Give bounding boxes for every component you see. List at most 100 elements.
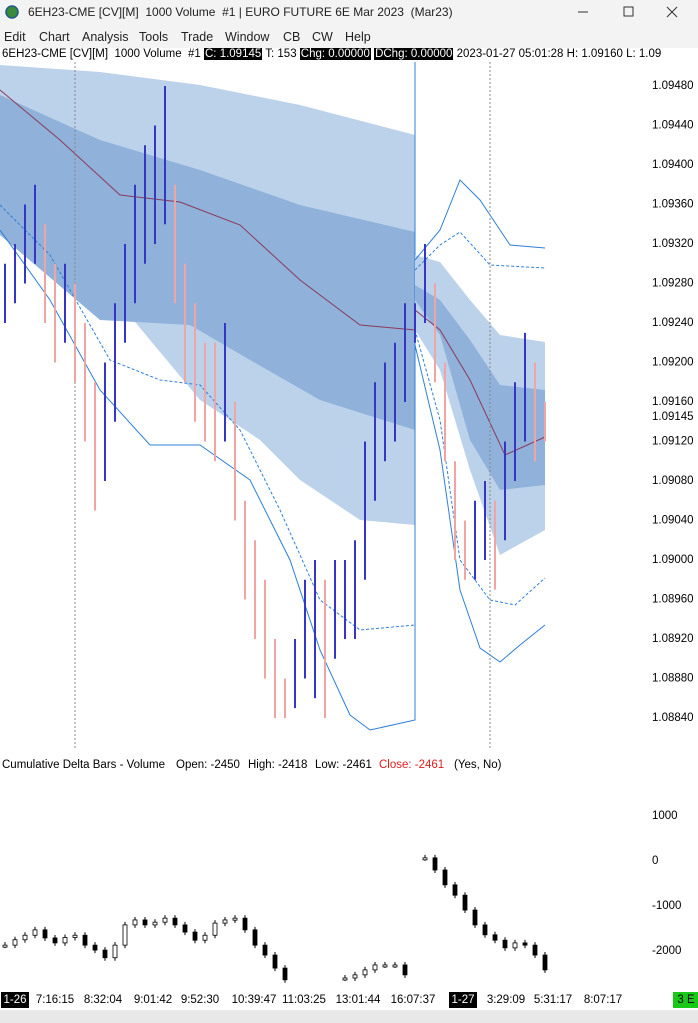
delta-candle <box>192 931 198 941</box>
x-tick-label: 1-26 <box>3 994 26 1006</box>
x-tick-label: 13:01:44 <box>336 994 381 1006</box>
delta-candle <box>492 934 498 941</box>
delta-candle <box>72 934 78 938</box>
delta-candle <box>462 894 468 911</box>
menu-item[interactable]: Analysis <box>82 30 129 44</box>
status-bar <box>0 1010 698 1023</box>
header-symbol: 6EH23-CME [CV][M] 1000 Volume #1 <box>2 48 201 60</box>
y-tick-label: 1.09200 <box>652 357 694 369</box>
delta-candle <box>432 857 438 871</box>
delta-candle <box>342 977 348 981</box>
y-tick-label: 1.09280 <box>652 278 694 290</box>
delta-candle <box>522 942 528 946</box>
chart-header: 6EH23-CME [CV][M] 1000 Volume #1 C: 1.09… <box>2 48 661 63</box>
y-tick-label: 1.08880 <box>652 673 694 685</box>
y-tick-label: 1000 <box>652 810 678 822</box>
indicator-bands <box>0 62 546 750</box>
y-tick-label: 1.08920 <box>652 633 694 645</box>
y-tick-label: 1.08840 <box>652 712 694 724</box>
y-tick-label: 1.09080 <box>652 475 694 487</box>
delta-low: Low: -2461 <box>315 759 372 771</box>
menu-item[interactable]: Chart <box>39 30 70 44</box>
x-tick-label: 7:16:15 <box>36 994 74 1006</box>
delta-open: Open: -2450 <box>176 759 240 771</box>
x-tick-label: 5:31:17 <box>534 994 572 1006</box>
y-tick-label: 1.08960 <box>652 594 694 606</box>
delta-candle <box>472 909 478 926</box>
y-tick-label: 1.09400 <box>652 159 694 171</box>
delta-candle <box>122 924 128 946</box>
x-tick-label: 9:01:42 <box>134 994 172 1006</box>
y-tick-label: 1.09145 <box>652 411 694 423</box>
y-tick-label: -1000 <box>652 900 681 912</box>
delta-candle <box>52 937 58 944</box>
delta-candle <box>42 929 48 939</box>
delta-candle <box>382 964 388 968</box>
x-tick-label: 1-27 <box>451 994 474 1006</box>
delta-candle <box>92 944 98 951</box>
menu-item[interactable]: Help <box>345 30 371 44</box>
delta-candle <box>542 954 548 971</box>
delta-candle <box>202 934 208 941</box>
delta-candle <box>172 917 178 926</box>
y-tick-label: 1.09440 <box>652 120 694 132</box>
delta-candle <box>142 919 148 926</box>
delta-candle <box>222 919 228 924</box>
delta-candle <box>512 942 518 949</box>
menu-item[interactable]: Trade <box>181 30 214 44</box>
x-tick-label: 11:03:25 <box>282 994 326 1006</box>
y-tick-label: 1.09120 <box>652 436 694 448</box>
delta-candle <box>262 944 268 956</box>
delta-candle <box>362 969 368 976</box>
delta-candle <box>102 949 108 959</box>
y-tick-label: 1.09360 <box>652 199 694 211</box>
delta-high: High: -2418 <box>248 759 307 771</box>
delta-candle <box>452 884 458 896</box>
header-change: Chg: 0.00000 <box>299 48 371 60</box>
window-title: 6EH23-CME [CV][M] 1000 Volume #1 | EURO … <box>28 5 453 19</box>
delta-candle <box>282 967 288 981</box>
date-box <box>1 992 29 1008</box>
x-tick-label: 9:52:30 <box>181 994 219 1006</box>
delta-candle <box>62 937 68 944</box>
menu-item[interactable]: Tools <box>139 30 169 44</box>
y-tick-label: 1.09000 <box>652 554 694 566</box>
delta-candle <box>112 944 118 959</box>
title-bar: 6EH23-CME [CV][M] 1000 Volume #1 | EURO … <box>0 0 698 24</box>
y-tick-label: 1.09040 <box>652 515 694 527</box>
delta-candle <box>12 939 18 946</box>
delta-close: Close: -2461 <box>379 759 444 771</box>
header-dchange: DChg: 0.00000 <box>374 48 454 60</box>
y-tick-label: 1.09320 <box>652 238 694 250</box>
menu-item[interactable]: Edit <box>4 30 26 44</box>
delta-candle <box>132 919 138 926</box>
header-high: H: 1.09160 <box>566 48 623 60</box>
delta-candle <box>82 934 88 946</box>
menu-item[interactable]: Window <box>225 30 270 44</box>
delta-candle <box>152 921 158 926</box>
x-tick-label: 16:07:37 <box>391 994 436 1006</box>
delta-title: Cumulative Delta Bars - Volume <box>2 759 165 771</box>
delta-candle <box>502 939 508 949</box>
y-tick-label: 1.09160 <box>652 396 694 408</box>
delta-candle <box>22 934 28 941</box>
status-box <box>673 992 698 1008</box>
x-tick-label: 3:29:09 <box>487 994 525 1006</box>
delta-candle <box>392 964 398 968</box>
header-low: L: 1.09 <box>626 48 662 60</box>
delta-candle <box>422 857 428 861</box>
title-icons <box>5 5 678 19</box>
y-tick-label: 0 <box>652 855 658 867</box>
header-close: C: 1.09145 <box>204 48 263 60</box>
menu-item[interactable]: CW <box>312 30 333 44</box>
delta-candle <box>272 954 278 969</box>
y-tick-label: -2000 <box>652 945 681 957</box>
menu-item[interactable]: CB <box>283 30 301 44</box>
header-datetime: 2023-01-27 05:01:28 <box>456 48 564 60</box>
delta-candle <box>442 869 448 886</box>
date-box <box>449 992 477 1008</box>
delta-candle <box>242 917 248 931</box>
header-trades: T: 153 <box>265 48 297 60</box>
